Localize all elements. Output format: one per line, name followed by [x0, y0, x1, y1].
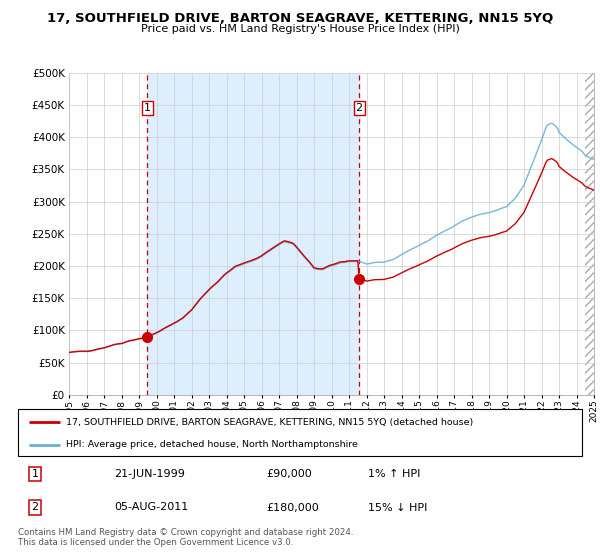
FancyBboxPatch shape	[18, 409, 582, 456]
Text: £180,000: £180,000	[266, 502, 319, 512]
Bar	[147, 73, 359, 395]
Text: 17, SOUTHFIELD DRIVE, BARTON SEAGRAVE, KETTERING, NN15 5YQ: 17, SOUTHFIELD DRIVE, BARTON SEAGRAVE, K…	[47, 12, 553, 25]
Bar	[585, 73, 594, 395]
Text: 2: 2	[31, 502, 38, 512]
Text: 17, SOUTHFIELD DRIVE, BARTON SEAGRAVE, KETTERING, NN15 5YQ (detached house): 17, SOUTHFIELD DRIVE, BARTON SEAGRAVE, K…	[66, 418, 473, 427]
Text: 05-AUG-2011: 05-AUG-2011	[114, 502, 188, 512]
Text: Price paid vs. HM Land Registry's House Price Index (HPI): Price paid vs. HM Land Registry's House …	[140, 24, 460, 34]
Text: 1% ↑ HPI: 1% ↑ HPI	[368, 469, 420, 479]
Text: £90,000: £90,000	[266, 469, 312, 479]
Text: HPI: Average price, detached house, North Northamptonshire: HPI: Average price, detached house, Nort…	[66, 440, 358, 449]
Text: 1: 1	[144, 103, 151, 113]
Text: Contains HM Land Registry data © Crown copyright and database right 2024.
This d: Contains HM Land Registry data © Crown c…	[18, 528, 353, 547]
Text: 21-JUN-1999: 21-JUN-1999	[114, 469, 185, 479]
Text: 2: 2	[356, 103, 363, 113]
Text: 15% ↓ HPI: 15% ↓ HPI	[368, 502, 427, 512]
Text: 1: 1	[31, 469, 38, 479]
Bar	[585, 73, 594, 395]
